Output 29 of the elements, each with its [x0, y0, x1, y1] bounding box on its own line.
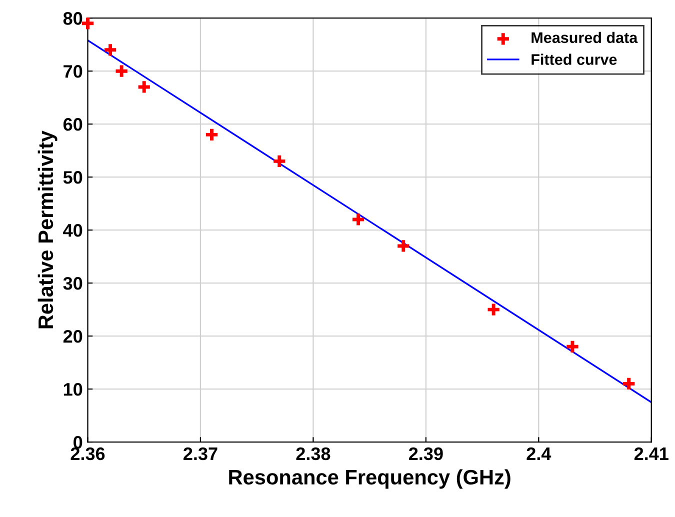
point — [102, 42, 118, 58]
x-tick-label: 2.4 — [526, 447, 552, 460]
y-tick-label: 60 — [63, 118, 82, 131]
point — [564, 339, 580, 354]
point — [621, 376, 636, 392]
legend-label: Fitted curve — [532, 54, 617, 65]
point — [486, 302, 502, 318]
point — [136, 79, 152, 95]
x-tick-label: 2.36 — [70, 447, 105, 460]
x-tick-label: 2.41 — [634, 447, 668, 460]
y-tick-label: 50 — [63, 171, 82, 184]
y-tick-label: 30 — [63, 276, 82, 290]
y-tick-label: 40 — [63, 224, 82, 237]
x-axis-title: Resonance Frequency (GHz) — [229, 469, 510, 489]
y-tick-label: 10 — [64, 382, 82, 396]
point — [396, 238, 411, 254]
y-axis-title: Relative Permittivity — [38, 130, 58, 328]
point — [350, 212, 366, 228]
point — [114, 64, 130, 79]
point — [204, 127, 220, 142]
x-tick-label: 2.39 — [408, 447, 443, 460]
point — [272, 154, 287, 169]
x-tick-label: 2.38 — [296, 447, 330, 460]
x-tick-label: 2.37 — [184, 447, 218, 460]
legend-label: Measured data — [532, 32, 638, 44]
y-tick-label: 20 — [63, 330, 82, 343]
y-tick-label: 0 — [74, 436, 82, 449]
y-tick-label: 80 — [63, 12, 82, 25]
y-tick-label: 70 — [64, 65, 82, 78]
